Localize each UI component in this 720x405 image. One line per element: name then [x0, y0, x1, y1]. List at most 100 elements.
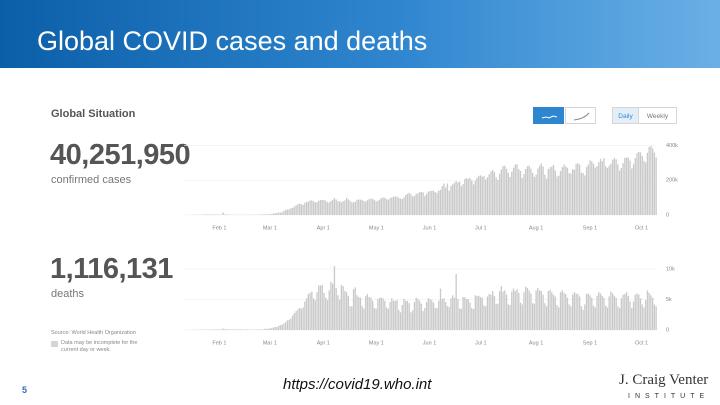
logo-subtext: INSTITUTE [628, 393, 710, 400]
bar [571, 169, 574, 215]
bar [210, 214, 212, 215]
bar [359, 199, 362, 215]
bar [370, 297, 372, 330]
bar [516, 289, 518, 330]
bar [605, 305, 607, 330]
bar [363, 201, 365, 215]
bar [559, 171, 562, 215]
bar [455, 273, 457, 330]
bar [213, 329, 216, 330]
bar [618, 308, 621, 330]
bar [533, 303, 536, 330]
bar [488, 294, 490, 330]
bar [462, 297, 464, 330]
bar [398, 309, 400, 330]
bar [486, 177, 489, 215]
bar [511, 171, 513, 215]
bar [281, 212, 283, 215]
bar [578, 164, 581, 215]
cases-caption: confirmed cases [51, 174, 132, 186]
bar [624, 157, 626, 215]
bar [373, 199, 376, 215]
bar [547, 291, 549, 330]
bar [526, 166, 529, 215]
bar [448, 306, 450, 330]
bar [325, 200, 327, 215]
bar [431, 190, 433, 215]
bar [342, 286, 344, 330]
bar [349, 200, 351, 215]
bar [312, 298, 315, 330]
bar [351, 202, 353, 215]
bar [318, 285, 320, 330]
bar [385, 198, 388, 215]
bar [585, 294, 588, 330]
bar [432, 302, 435, 330]
bar [490, 171, 492, 215]
bar [592, 163, 595, 215]
bar [272, 327, 275, 330]
bar [490, 294, 492, 330]
bar [525, 286, 527, 330]
bar [229, 329, 231, 330]
bar [333, 266, 336, 330]
bar [384, 300, 386, 330]
bar [535, 290, 537, 330]
bar [243, 329, 245, 330]
bar [505, 168, 508, 215]
bar [479, 297, 482, 330]
bar [639, 152, 642, 215]
bar [537, 168, 539, 215]
bar [406, 300, 409, 330]
linear-icon [541, 115, 558, 119]
bar [542, 294, 544, 330]
bar [408, 303, 410, 330]
bar [469, 177, 471, 215]
bar [533, 176, 536, 215]
bar [643, 160, 645, 215]
bar [417, 193, 419, 215]
x-tick-label: Sep 1 [583, 225, 597, 231]
x-tick-label: Jun 1 [423, 225, 436, 231]
bar [464, 178, 466, 215]
bar [507, 304, 509, 330]
bar [262, 214, 264, 215]
bar [330, 200, 332, 215]
bar [351, 306, 353, 330]
bar [227, 329, 230, 330]
bar [443, 298, 445, 330]
bar [450, 185, 452, 215]
bar [438, 300, 440, 330]
bar [650, 295, 652, 330]
bar [368, 199, 370, 215]
bar [432, 190, 435, 215]
log-toggle[interactable] [565, 107, 596, 124]
bar [420, 192, 423, 215]
bar [391, 197, 393, 215]
bar [238, 329, 240, 330]
bar [650, 146, 652, 215]
bar [587, 293, 589, 330]
bar [471, 180, 473, 215]
bar [361, 306, 363, 330]
bar [493, 171, 496, 215]
bar [615, 159, 617, 215]
bar [319, 285, 322, 330]
bar [646, 152, 649, 215]
bar [424, 196, 426, 215]
bar [545, 306, 548, 330]
bar [538, 290, 541, 330]
bar [655, 306, 657, 330]
bar [300, 308, 303, 330]
weekly-button[interactable]: Weekly [638, 107, 677, 124]
bar [540, 163, 543, 215]
y-tick-label: 0 [666, 327, 669, 333]
x-tick-label: May 1 [369, 225, 384, 231]
bar [321, 200, 323, 215]
bar [286, 209, 289, 215]
bar [352, 289, 355, 330]
bar [606, 307, 609, 330]
linear-toggle[interactable] [533, 107, 564, 124]
bar [483, 305, 485, 330]
bar [436, 308, 438, 330]
